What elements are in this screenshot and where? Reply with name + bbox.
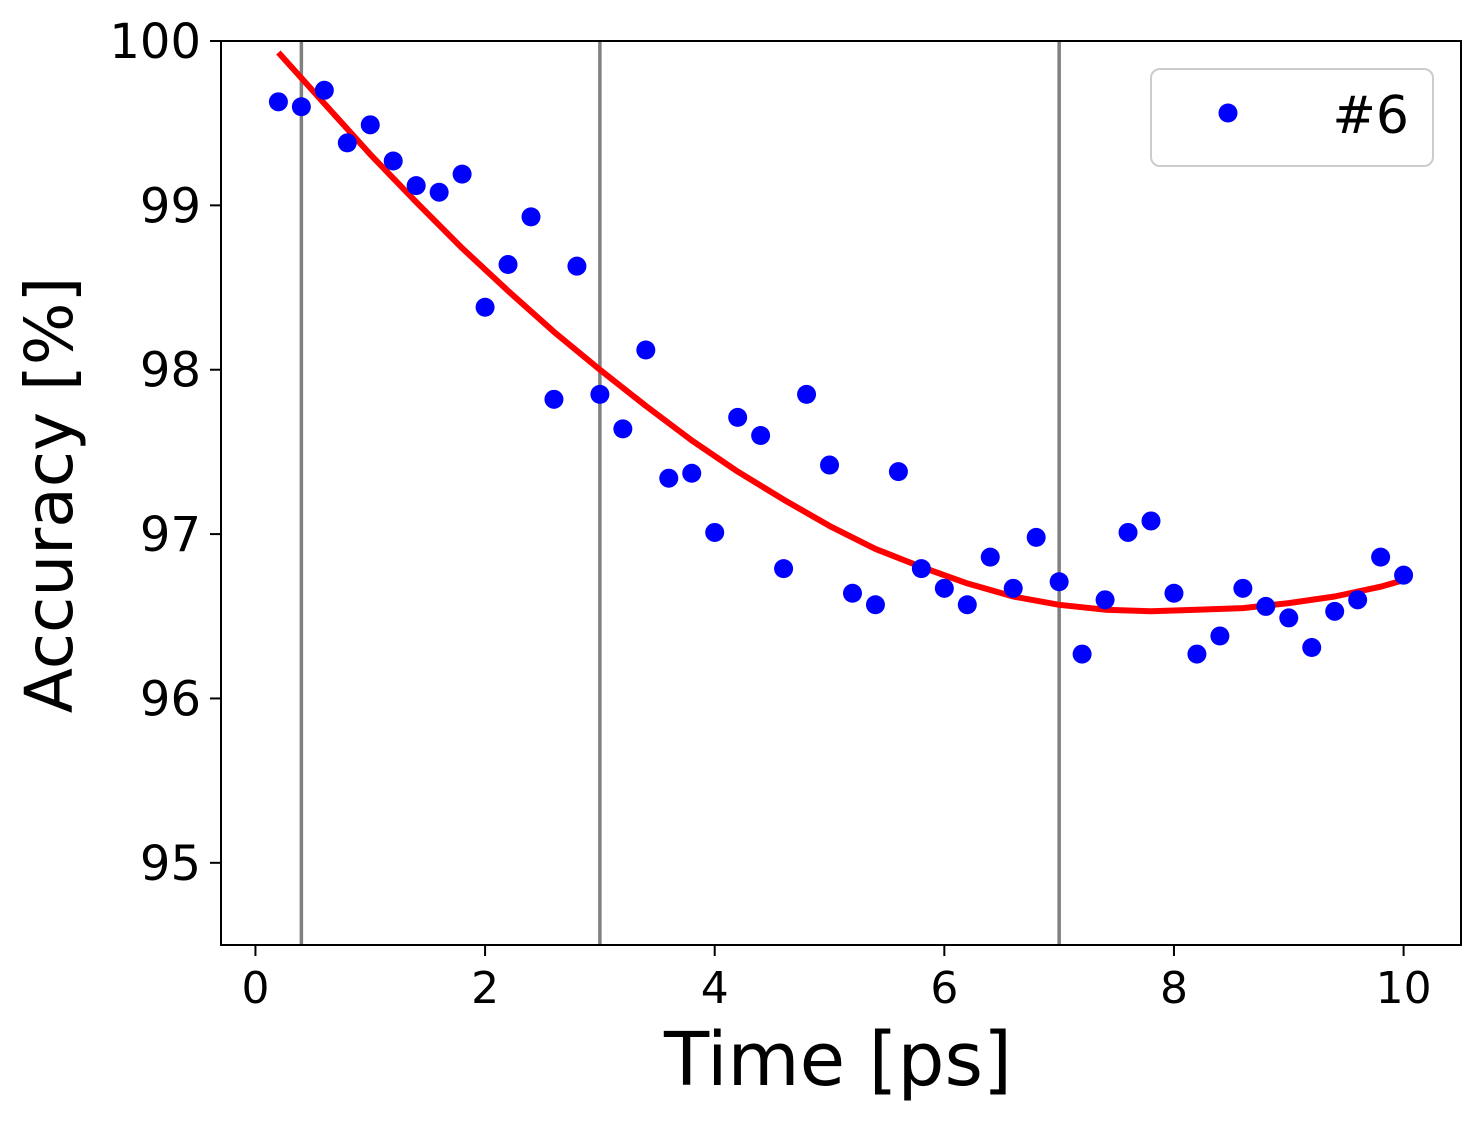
- data-point: [705, 522, 725, 542]
- data-point: [268, 92, 288, 112]
- data-point: [1371, 547, 1391, 567]
- x-tick-label: 4: [701, 963, 729, 1014]
- x-tick-label: 10: [1376, 963, 1432, 1014]
- data-point: [1394, 565, 1414, 585]
- data-point: [1026, 527, 1046, 547]
- data-point: [842, 583, 862, 603]
- data-point: [659, 468, 679, 488]
- data-point: [682, 463, 702, 483]
- data-point: [613, 419, 633, 439]
- x-axis-label: Time [ps]: [663, 1017, 1012, 1103]
- data-point: [980, 547, 1000, 567]
- data-point: [1049, 572, 1069, 592]
- fit-curve: [276, 50, 1405, 615]
- data-point: [865, 595, 885, 615]
- x-tick-label: 8: [1160, 963, 1188, 1014]
- data-point: [1118, 522, 1138, 542]
- data-point: [429, 182, 449, 202]
- data-point: [1210, 626, 1230, 646]
- data-point: [291, 97, 311, 117]
- data-point: [728, 407, 748, 427]
- data-point: [911, 559, 931, 579]
- data-point: [452, 164, 472, 184]
- data-point: [820, 455, 840, 475]
- data-point: [590, 384, 610, 404]
- data-point: [1348, 590, 1368, 610]
- data-point: [751, 425, 771, 445]
- data-point: [337, 133, 357, 153]
- fit-curve-layer: [276, 50, 1405, 615]
- data-point: [1141, 511, 1161, 531]
- x-axis-ticks: 0 2 4 6 8 10: [241, 945, 1432, 1014]
- y-tick-label: 99: [140, 178, 201, 234]
- data-point: [1325, 601, 1345, 621]
- data-point: [314, 80, 334, 100]
- data-point: [521, 207, 541, 227]
- data-point: [957, 595, 977, 615]
- data-point: [636, 340, 656, 360]
- data-points-layer: [268, 80, 1414, 664]
- data-point: [1302, 638, 1322, 658]
- data-point: [406, 176, 426, 196]
- data-point: [1003, 578, 1023, 598]
- y-axis-ticks: 95 96 97 98 99 100: [109, 14, 221, 892]
- data-point: [888, 462, 908, 482]
- x-tick-label: 6: [930, 963, 958, 1014]
- data-point: [1164, 583, 1184, 603]
- data-point: [1187, 644, 1207, 664]
- legend-box: [1150, 68, 1434, 167]
- x-tick-label: 0: [241, 963, 269, 1014]
- data-point: [1279, 608, 1299, 628]
- data-point: [360, 115, 380, 135]
- data-point: [567, 256, 587, 276]
- legend-label: #6: [1332, 86, 1409, 146]
- data-point: [774, 559, 794, 579]
- y-tick-label: 95: [140, 836, 201, 892]
- plot-frame: [220, 40, 1462, 946]
- data-point: [383, 151, 403, 171]
- data-point: [1072, 644, 1092, 664]
- x-tick-label: 2: [471, 963, 499, 1014]
- vertical-lines-layer: [299, 41, 1061, 945]
- data-point: [475, 297, 495, 317]
- data-point: [1233, 578, 1253, 598]
- y-tick-label: 98: [140, 343, 201, 399]
- y-tick-label: 96: [140, 671, 201, 727]
- data-point: [498, 255, 518, 275]
- data-point: [1095, 590, 1115, 610]
- data-point: [934, 578, 954, 598]
- y-tick-label: 100: [109, 14, 201, 70]
- data-point: [797, 384, 817, 404]
- legend-marker: [1218, 103, 1238, 123]
- y-axis-label: Accuracy [%]: [11, 277, 88, 714]
- data-point: [1256, 596, 1276, 616]
- legend: #6: [1150, 68, 1434, 167]
- data-point: [544, 389, 564, 409]
- y-tick-label: 97: [140, 507, 201, 563]
